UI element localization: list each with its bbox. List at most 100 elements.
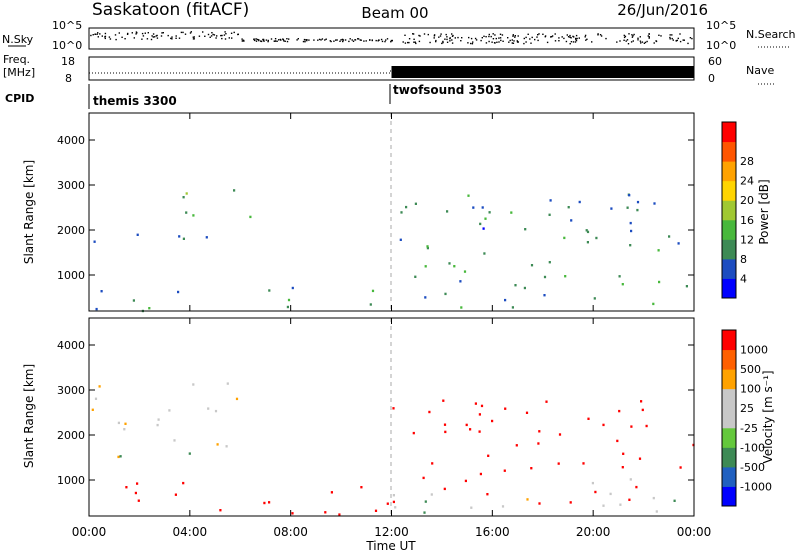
heatmap-cell bbox=[503, 469, 506, 472]
nsky-dot bbox=[633, 33, 635, 36]
nsky-dot bbox=[260, 40, 262, 42]
power-heatmap bbox=[93, 189, 688, 313]
colorbar-tick-label: 500 bbox=[740, 363, 761, 376]
heatmap-cell bbox=[182, 481, 185, 485]
nsky-dot bbox=[646, 40, 648, 43]
heatmap-cell bbox=[465, 423, 468, 427]
nsky-dot bbox=[537, 39, 539, 42]
heatmap-cell bbox=[523, 286, 526, 290]
nsky-dot bbox=[204, 35, 206, 37]
colorbar-tick-label: 20 bbox=[740, 194, 754, 207]
heatmap-cell bbox=[374, 509, 378, 512]
nsky-dot bbox=[228, 37, 230, 39]
nsky-dot bbox=[215, 37, 217, 39]
nsky-dot bbox=[546, 41, 549, 44]
heatmap-cell bbox=[392, 494, 395, 497]
nsky-dot bbox=[640, 42, 642, 44]
nsky-dot bbox=[156, 37, 159, 39]
nsky-dot bbox=[131, 32, 133, 34]
heatmap-cell bbox=[538, 430, 541, 433]
freq-tick-top: 18 bbox=[61, 55, 75, 68]
heatmap-cell bbox=[602, 423, 605, 427]
nsky-dot bbox=[439, 35, 442, 37]
nsky-dot bbox=[254, 39, 256, 42]
heatmap-cell bbox=[482, 227, 485, 230]
heatmap-cell bbox=[638, 457, 642, 460]
colorbar-tick-label: -1000 bbox=[740, 480, 772, 493]
nsky-dot bbox=[178, 37, 181, 39]
nsky-dot bbox=[352, 40, 355, 42]
heatmap-cell bbox=[205, 236, 208, 239]
nsky-dot bbox=[241, 40, 243, 42]
nsky-dot bbox=[597, 34, 599, 36]
nave-tick-bottom: 0 bbox=[708, 72, 715, 85]
heatmap-cell bbox=[291, 286, 294, 290]
nsky-dot bbox=[628, 33, 630, 35]
nsky-dot bbox=[101, 35, 103, 37]
nsky-dot bbox=[108, 36, 111, 38]
heatmap-cell bbox=[511, 306, 514, 309]
heatmap-cell bbox=[549, 199, 552, 202]
nsky-dot bbox=[567, 36, 570, 38]
y-tick-label: 4000 bbox=[57, 134, 85, 147]
nsky-dot bbox=[647, 35, 649, 37]
nsky-dot bbox=[231, 37, 233, 39]
heatmap-cell bbox=[479, 472, 482, 476]
nsky-dot bbox=[369, 39, 371, 41]
nsky-dot bbox=[433, 37, 435, 39]
nsky-dot bbox=[449, 37, 451, 40]
colorbar-segment bbox=[722, 278, 736, 299]
heatmap-cell bbox=[618, 409, 621, 413]
heatmap-cell bbox=[481, 206, 484, 209]
nsky-dot bbox=[572, 41, 575, 43]
nsky-dot bbox=[283, 40, 285, 42]
heatmap-cell bbox=[635, 485, 638, 489]
heatmap-cell bbox=[636, 208, 639, 212]
heatmap-cell bbox=[399, 238, 402, 241]
heatmap-cell bbox=[185, 192, 188, 195]
nsky-dot bbox=[371, 39, 373, 42]
nsky-dot bbox=[136, 32, 138, 34]
nsky-dot bbox=[639, 36, 641, 38]
nsky-dot bbox=[171, 36, 173, 38]
nsky-dot bbox=[263, 40, 265, 42]
nsky-dot bbox=[491, 41, 493, 43]
nsky-dot bbox=[525, 41, 527, 43]
nsky-dot bbox=[260, 40, 263, 43]
nsky-dot bbox=[558, 37, 560, 39]
heatmap-cell bbox=[249, 215, 252, 219]
nsky-dot bbox=[360, 39, 362, 41]
nsky-dot bbox=[494, 42, 496, 44]
heatmap-cell bbox=[453, 265, 456, 268]
nsky-dot bbox=[454, 37, 456, 39]
heatmap-cell bbox=[338, 513, 341, 516]
heatmap-cell bbox=[132, 299, 135, 302]
nsky-dot bbox=[687, 42, 689, 45]
nsky-dot bbox=[538, 33, 540, 35]
heatmap-cell bbox=[422, 476, 425, 480]
nsky-dot bbox=[643, 42, 646, 44]
heatmap-cell bbox=[538, 502, 541, 505]
colorbar-segment bbox=[722, 408, 736, 429]
nsky-dot bbox=[471, 43, 474, 45]
nsky-dot bbox=[624, 35, 627, 38]
colorbar-segment bbox=[722, 466, 736, 487]
colorbar-segment bbox=[722, 200, 736, 221]
heatmap-cell bbox=[174, 493, 177, 496]
heatmap-cell bbox=[609, 492, 612, 496]
heatmap-cell bbox=[400, 211, 403, 214]
freq-tick-bottom: 8 bbox=[65, 72, 72, 85]
heatmap-cell bbox=[636, 200, 640, 204]
nsky-dot bbox=[669, 34, 671, 36]
nsky-dot bbox=[170, 37, 172, 40]
nsky-dot bbox=[536, 36, 538, 38]
x-tick-label: 12:00 bbox=[374, 525, 409, 539]
nsky-dot bbox=[357, 38, 359, 40]
nsky-dot bbox=[451, 42, 454, 44]
heatmap-cell bbox=[479, 222, 482, 226]
heatmap-cell bbox=[585, 229, 588, 232]
nsky-dot bbox=[523, 37, 525, 40]
nsky-dot bbox=[677, 37, 679, 40]
nsky-dot bbox=[413, 41, 415, 43]
